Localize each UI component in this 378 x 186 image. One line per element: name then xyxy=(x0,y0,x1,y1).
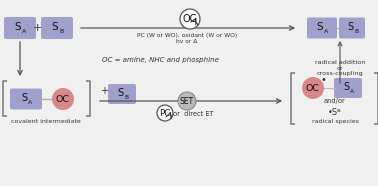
Text: hv or Δ: hv or Δ xyxy=(176,39,198,44)
Circle shape xyxy=(52,88,74,110)
Text: B: B xyxy=(124,95,128,100)
FancyBboxPatch shape xyxy=(339,17,365,39)
Text: OC: OC xyxy=(56,94,70,103)
Text: and/or: and/or xyxy=(324,98,346,104)
Text: A: A xyxy=(324,29,328,34)
Text: S: S xyxy=(21,93,27,103)
Text: B: B xyxy=(354,29,358,34)
Text: S: S xyxy=(317,22,323,32)
Circle shape xyxy=(302,77,324,99)
FancyBboxPatch shape xyxy=(108,84,136,104)
Text: PC (W or WO), oxidant (W or WO): PC (W or WO), oxidant (W or WO) xyxy=(137,33,237,38)
Text: S: S xyxy=(52,22,58,32)
Text: +: + xyxy=(100,86,108,96)
FancyBboxPatch shape xyxy=(10,89,42,110)
Circle shape xyxy=(178,92,196,110)
Text: S: S xyxy=(347,22,353,32)
Text: •Sᴮ: •Sᴮ xyxy=(328,108,342,116)
Text: A: A xyxy=(28,100,32,105)
Text: S: S xyxy=(117,88,123,98)
FancyBboxPatch shape xyxy=(307,17,337,39)
Text: or  direct ET: or direct ET xyxy=(173,111,213,117)
Circle shape xyxy=(180,9,200,29)
Text: S: S xyxy=(15,22,21,32)
Text: covalent intermediate: covalent intermediate xyxy=(11,118,81,124)
Text: B: B xyxy=(59,29,63,34)
Text: radical species: radical species xyxy=(311,119,358,124)
Circle shape xyxy=(157,105,173,121)
FancyBboxPatch shape xyxy=(4,17,36,39)
Text: OC = amine, NHC and phosphine: OC = amine, NHC and phosphine xyxy=(102,57,218,63)
Text: +: + xyxy=(32,23,42,33)
Text: •: • xyxy=(320,75,326,85)
Text: A: A xyxy=(22,29,26,34)
Text: SET: SET xyxy=(180,97,194,105)
Text: S: S xyxy=(343,82,349,92)
Text: OC: OC xyxy=(183,14,197,24)
Text: PC: PC xyxy=(160,108,170,118)
Text: radical addition
or
cross-coupling: radical addition or cross-coupling xyxy=(315,60,365,76)
Text: A: A xyxy=(350,89,354,94)
FancyBboxPatch shape xyxy=(41,17,73,39)
Text: OC: OC xyxy=(306,84,320,92)
FancyBboxPatch shape xyxy=(334,78,362,98)
